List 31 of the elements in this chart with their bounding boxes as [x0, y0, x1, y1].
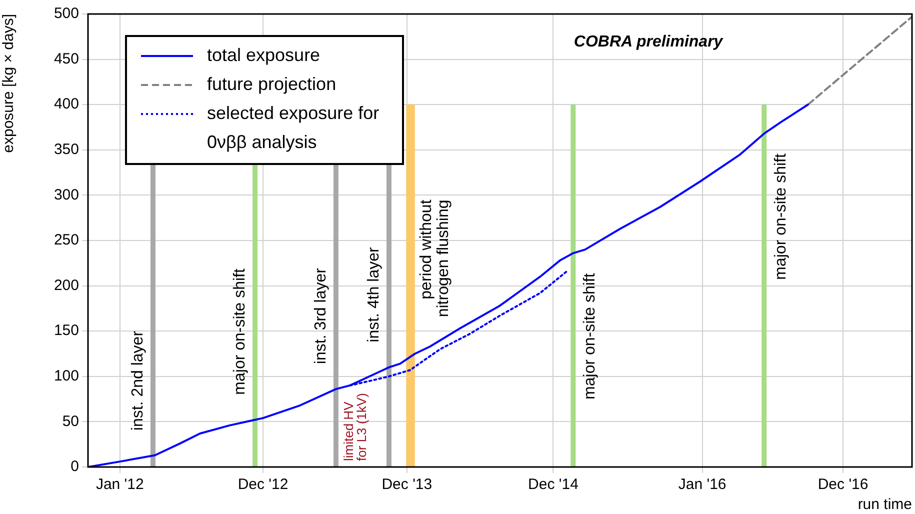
y-tick-label: 450 [54, 50, 79, 68]
legend-label: future projection [207, 73, 336, 96]
legend-label: total exposure [207, 44, 320, 67]
ref-line-label: inst. 2nd layer [129, 330, 146, 431]
y-tick-label: 350 [54, 141, 79, 158]
y-tick-label: 300 [54, 186, 79, 204]
annotation: limited HV for L3 (1kV) [340, 393, 369, 461]
y-tick-label: 200 [54, 276, 79, 294]
annotation: COBRA preliminary [574, 33, 724, 50]
x-tick-label: Jan '16 [678, 476, 726, 494]
y-tick-label: 100 [54, 368, 79, 385]
y-tick-label: 50 [62, 412, 79, 430]
y-tick-label: 0 [70, 458, 79, 476]
ref-line-label: inst. 4th layer [365, 246, 382, 342]
x-tick-label: Dec '14 [528, 476, 578, 494]
ref-line-label: major on-site shift [231, 268, 248, 395]
y-tick-label: 150 [54, 322, 79, 340]
x-tick-label: Dec '13 [382, 476, 432, 494]
y-tick-label: 250 [54, 232, 79, 249]
x-tick-label: Jan '12 [96, 476, 144, 494]
y-tick-label: 500 [54, 5, 79, 22]
ref-line-label: major on-site shift [772, 153, 790, 280]
ref-line-label: inst. 3rd layer [312, 267, 330, 364]
band-label: period without nitrogen flushing [418, 199, 452, 318]
y-tick-label: 400 [54, 96, 79, 113]
legend-label: selected exposure for 0νββ analysis [207, 102, 380, 154]
x-axis-title: run time [858, 496, 912, 514]
y-axis-title: exposure [kg × days] [0, 14, 18, 153]
ref-line-label: major on-site shift [582, 272, 599, 400]
x-tick-label: Dec '12 [238, 476, 288, 494]
x-tick-label: Dec '16 [818, 476, 868, 494]
